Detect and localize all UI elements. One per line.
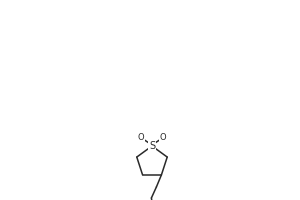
Text: O: O	[160, 132, 166, 142]
Text: S: S	[149, 141, 155, 151]
Text: O: O	[138, 132, 144, 142]
